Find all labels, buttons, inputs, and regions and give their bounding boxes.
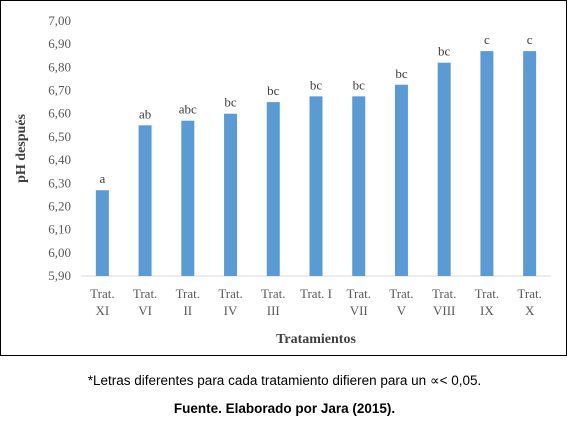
bar-chart: 5,90 6,00 6,10 6,20 6,30 6,40 6,50 6,60 6,70 6,80… [14, 13, 551, 347]
bar-data-label: bc [353, 77, 366, 92]
y-tick-label: 6,70 [48, 83, 71, 98]
y-tick-label: 6,50 [48, 129, 71, 144]
bar-data-label: bc [438, 44, 451, 59]
x-tick-label: IV [224, 303, 238, 318]
bar-data-label: c [527, 32, 533, 47]
x-tick-label: Trat. [389, 286, 413, 301]
x-tick-label: V [397, 303, 407, 318]
x-tick-label: III [267, 303, 280, 318]
bar [523, 51, 537, 276]
x-tick-label: VII [350, 303, 368, 318]
bar [266, 102, 280, 277]
y-tick-label: 6,10 [48, 222, 71, 237]
chart-source: Fuente. Elaborado por Jara (2015). [173, 401, 396, 416]
bar-data-label: bc [224, 95, 237, 110]
bar [394, 84, 408, 276]
bar-data-label: bc [395, 66, 408, 81]
x-tick-label: Trat. [432, 286, 456, 301]
y-tick-label: 6,30 [48, 175, 71, 190]
bar-data-label: a [99, 171, 105, 186]
x-tick-label: II [183, 303, 192, 318]
x-tick-label: Trat. [133, 286, 157, 301]
x-tick-label: Trat. [517, 286, 541, 301]
bar [181, 120, 195, 276]
x-tick-label: VIII [433, 303, 455, 318]
x-tick-label: Trat. [176, 286, 200, 301]
x-tick-label: XI [96, 303, 110, 318]
bar [480, 51, 494, 276]
y-tick-label: 6,80 [48, 59, 71, 74]
y-tick-label: 6,60 [48, 106, 71, 121]
bar-data-label: abc [179, 102, 197, 117]
chart-container: 5,90 6,00 6,10 6,20 6,30 6,40 6,50 6,60 6,70 6,80… [0, 0, 567, 356]
y-tick-label: 6,40 [48, 152, 71, 167]
y-tick-label: 7,00 [48, 13, 71, 28]
bar-data-label: c [484, 32, 490, 47]
bar [224, 113, 238, 277]
x-tick-label: Trat. [347, 286, 371, 301]
x-tick-label: X [525, 303, 535, 318]
x-tick-label: IX [480, 303, 494, 318]
x-tick-label: VI [138, 303, 152, 318]
bar [352, 96, 366, 276]
bar-data-label: ab [139, 106, 151, 121]
y-axis-title: pH después [14, 114, 29, 183]
y-tick-label: 6,00 [48, 245, 71, 260]
x-axis-title: Tratamientos [276, 332, 356, 347]
x-tick-label: Trat. [261, 286, 285, 301]
bar-data-label: bc [267, 83, 280, 98]
chart-footnote: *Letras diferentes para cada tratamiento… [87, 373, 482, 388]
bar-data-label: bc [310, 77, 323, 92]
bar [95, 190, 109, 276]
x-tick-label: Trat. I [300, 286, 332, 301]
y-tick-label: 6,90 [48, 36, 71, 51]
y-tick-label: 6,20 [48, 198, 71, 213]
x-tick-label: Trat. [218, 286, 242, 301]
y-tick-label: 5,90 [48, 268, 71, 283]
bar [309, 96, 323, 276]
x-tick-label: Trat. [475, 286, 499, 301]
bar [437, 62, 451, 277]
bar [138, 125, 152, 277]
x-tick-label: Trat. [90, 286, 114, 301]
